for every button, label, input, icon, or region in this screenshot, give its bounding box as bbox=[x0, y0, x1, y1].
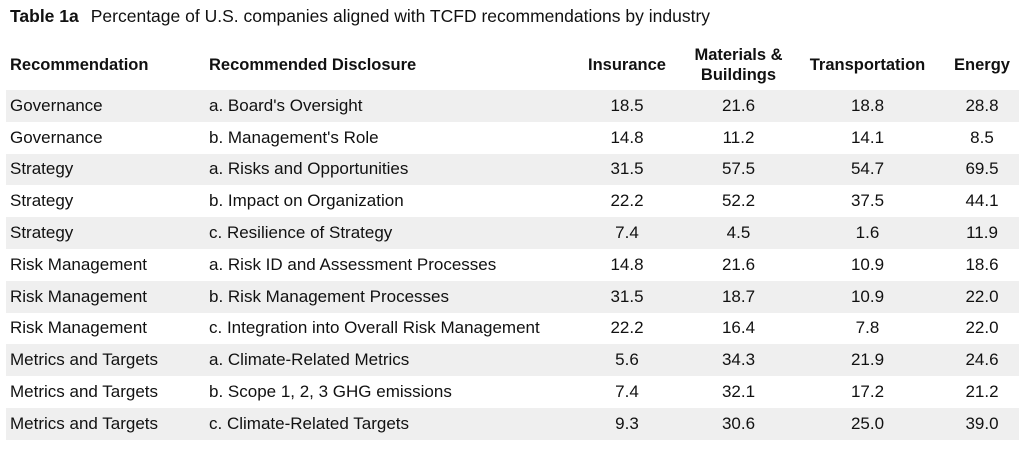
cell-energy: 39.0 bbox=[945, 407, 1019, 440]
cell-recommendation: Metrics and Targets bbox=[10, 382, 159, 402]
header-energy: Energy bbox=[954, 56, 1010, 74]
cell-transportation: 18.8 bbox=[790, 90, 945, 122]
cell-energy: 22.0 bbox=[945, 280, 1019, 313]
cell-materials: 32.1 bbox=[721, 382, 756, 402]
header-row: Recommendation Recommended Disclosure In… bbox=[6, 40, 1019, 90]
table-body: Governance a. Board's Oversight 18.5 21.… bbox=[6, 90, 1019, 440]
table-row: Risk Management a. Risk ID and Assessmen… bbox=[6, 249, 1019, 281]
cell-energy: 18.6 bbox=[965, 254, 999, 274]
cell-materials: 16.4 bbox=[721, 318, 756, 338]
cell-disclosure: c. Integration into Overall Risk Managem… bbox=[209, 318, 540, 338]
cell-insurance: 14.8 bbox=[610, 127, 644, 147]
cell-transportation: 25.0 bbox=[790, 407, 945, 440]
table-row: Strategy b. Impact on Organization 22.2 … bbox=[6, 185, 1019, 217]
table-row: Metrics and Targets c. Climate-Related T… bbox=[6, 407, 1019, 440]
table-row: Strategy a. Risks and Opportunities 31.5… bbox=[6, 153, 1019, 186]
cell-materials: 52.2 bbox=[721, 191, 756, 211]
table-row: Governance a. Board's Oversight 18.5 21.… bbox=[6, 90, 1019, 122]
tcfd-table: Recommendation Recommended Disclosure In… bbox=[6, 40, 1019, 440]
cell-materials: 21.6 bbox=[721, 254, 756, 274]
cell-insurance: 22.2 bbox=[610, 191, 644, 211]
cell-transportation: 7.8 bbox=[855, 318, 880, 338]
cell-materials: 57.5 bbox=[687, 153, 790, 186]
header-materials-line1: Materials & bbox=[694, 46, 783, 64]
cell-insurance: 31.5 bbox=[567, 153, 687, 186]
cell-energy: 24.6 bbox=[945, 344, 1019, 377]
cell-recommendation: Risk Management bbox=[6, 280, 205, 313]
cell-disclosure: a. Climate-Related Metrics bbox=[205, 344, 567, 377]
cell-materials: 18.7 bbox=[687, 280, 790, 313]
table-header: Recommendation Recommended Disclosure In… bbox=[6, 40, 1019, 90]
cell-insurance: 7.4 bbox=[567, 217, 687, 249]
cell-transportation: 1.6 bbox=[790, 217, 945, 249]
cell-transportation: 21.9 bbox=[790, 344, 945, 377]
cell-disclosure: a. Board's Oversight bbox=[205, 90, 567, 122]
cell-recommendation: Metrics and Targets bbox=[6, 344, 205, 377]
cell-recommendation: Governance bbox=[6, 90, 205, 122]
cell-insurance: 9.3 bbox=[567, 407, 687, 440]
cell-disclosure: b. Impact on Organization bbox=[209, 191, 404, 211]
cell-energy: 69.5 bbox=[945, 153, 1019, 186]
cell-disclosure: b. Management's Role bbox=[209, 127, 379, 147]
cell-materials: 30.6 bbox=[687, 407, 790, 440]
cell-energy: 28.8 bbox=[945, 90, 1019, 122]
cell-materials: 11.2 bbox=[722, 127, 755, 147]
cell-transportation: 10.9 bbox=[790, 280, 945, 313]
header-disclosure: Recommended Disclosure bbox=[209, 56, 417, 74]
cell-insurance: 7.4 bbox=[615, 382, 639, 402]
cell-insurance: 5.6 bbox=[567, 344, 687, 377]
cell-recommendation: Strategy bbox=[6, 217, 205, 249]
header-materials: Materials & Buildings bbox=[687, 40, 790, 90]
table-row: Strategy c. Resilience of Strategy 7.4 4… bbox=[6, 217, 1019, 249]
table-caption: Table 1a Percentage of U.S. companies ali… bbox=[10, 4, 710, 28]
cell-materials: 4.5 bbox=[687, 217, 790, 249]
table-row: Metrics and Targets b. Scope 1, 2, 3 GHG… bbox=[6, 376, 1019, 408]
cell-insurance: 31.5 bbox=[567, 280, 687, 313]
cell-disclosure: a. Risks and Opportunities bbox=[205, 153, 567, 186]
cell-recommendation: Risk Management bbox=[10, 318, 148, 338]
cell-energy: 11.9 bbox=[945, 217, 1019, 249]
cell-insurance: 22.2 bbox=[610, 318, 644, 338]
header-transportation: Transportation bbox=[809, 56, 926, 74]
cell-transportation: 54.7 bbox=[790, 153, 945, 186]
table-number: Table 1a bbox=[10, 6, 79, 26]
cell-materials: 34.3 bbox=[687, 344, 790, 377]
cell-disclosure: b. Scope 1, 2, 3 GHG emissions bbox=[209, 382, 452, 402]
cell-energy: 21.2 bbox=[965, 382, 999, 402]
header-recommendation: Recommendation bbox=[10, 56, 149, 74]
cell-transportation: 10.9 bbox=[850, 254, 885, 274]
cell-insurance: 18.5 bbox=[567, 90, 687, 122]
cell-recommendation: Risk Management bbox=[10, 254, 148, 274]
cell-materials: 21.6 bbox=[687, 90, 790, 122]
table-row: Risk Management b. Risk Management Proce… bbox=[6, 280, 1019, 313]
cell-recommendation: Strategy bbox=[6, 153, 205, 186]
cell-disclosure: b. Risk Management Processes bbox=[205, 280, 567, 313]
cell-transportation: 14.1 bbox=[850, 127, 885, 147]
table-row: Metrics and Targets a. Climate-Related M… bbox=[6, 344, 1019, 377]
cell-recommendation: Strategy bbox=[10, 191, 74, 211]
cell-energy: 44.1 bbox=[965, 191, 999, 211]
table-row: Risk Management c. Integration into Over… bbox=[6, 313, 1019, 345]
cell-disclosure: c. Climate-Related Targets bbox=[205, 407, 567, 440]
cell-energy: 8.5 bbox=[970, 127, 994, 147]
cell-disclosure: a. Risk ID and Assessment Processes bbox=[209, 254, 497, 274]
cell-disclosure: c. Resilience of Strategy bbox=[205, 217, 567, 249]
cell-recommendation: Governance bbox=[10, 127, 103, 147]
cell-energy: 22.0 bbox=[965, 318, 999, 338]
table-row: Governance b. Management's Role 14.8 11.… bbox=[6, 122, 1019, 154]
header-materials-line2: Buildings bbox=[700, 66, 777, 84]
cell-transportation: 17.2 bbox=[850, 382, 885, 402]
header-insurance: Insurance bbox=[588, 56, 666, 74]
cell-recommendation: Metrics and Targets bbox=[6, 407, 205, 440]
cell-transportation: 37.5 bbox=[850, 191, 885, 211]
table-title: Percentage of U.S. companies aligned wit… bbox=[90, 6, 711, 26]
cell-insurance: 14.8 bbox=[610, 254, 644, 274]
